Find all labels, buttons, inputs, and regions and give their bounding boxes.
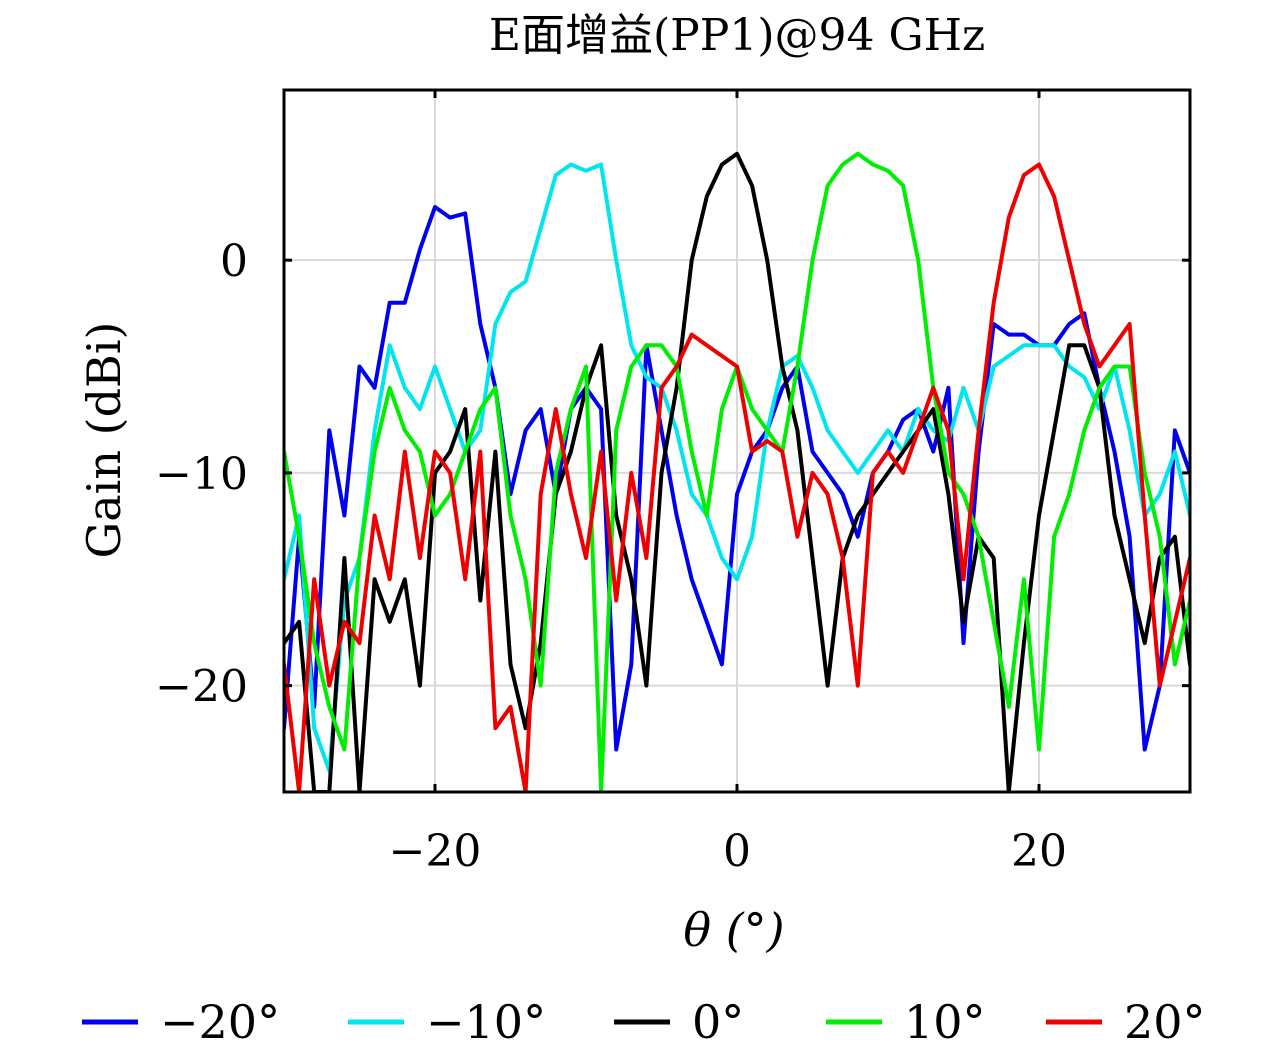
y-tick-label: −10 [155, 449, 248, 500]
y-tick-label: 0 [220, 236, 248, 287]
y-tick-label: −20 [155, 662, 248, 713]
y-axis-label: Gain (dBi) [77, 322, 131, 559]
legend-label-1: −10° [426, 995, 546, 1049]
x-axis-label: θ (°) [683, 903, 784, 957]
legend: −20° −10° 0° 10° 20° [82, 995, 1206, 1049]
series-line-2 [284, 151, 1190, 792]
series-line-1 [284, 162, 1190, 773]
tick-layer: −20 0 20 0 −10 −20 [155, 90, 1190, 877]
legend-label-3: 10° [904, 995, 986, 1049]
legend-label-0: −20° [160, 995, 280, 1049]
series-line-4 [284, 162, 1190, 792]
legend-label-4: 20° [1124, 995, 1206, 1049]
x-tick-label: 0 [723, 826, 751, 877]
x-tick-label: −20 [389, 826, 482, 877]
chart-title: E面增益(PP1)@94 GHz [489, 10, 985, 61]
legend-label-2: 0° [692, 995, 744, 1049]
series-layer [284, 151, 1190, 792]
x-tick-label: 20 [1011, 826, 1067, 877]
